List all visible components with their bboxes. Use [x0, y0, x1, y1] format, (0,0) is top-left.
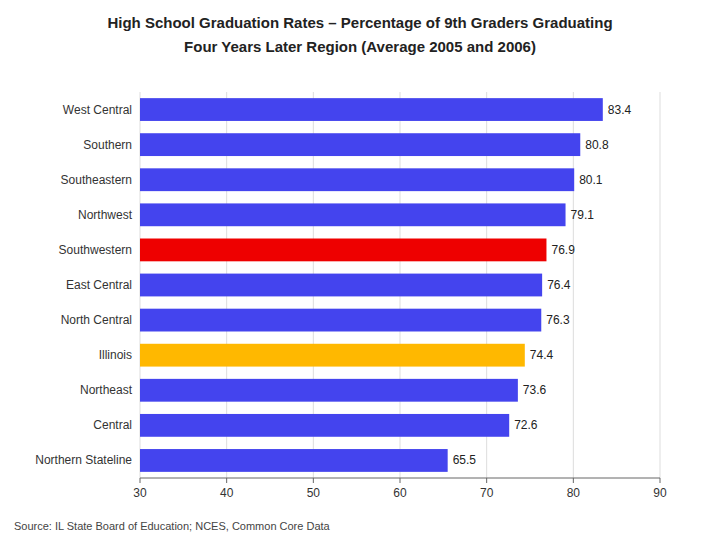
bar	[140, 379, 518, 402]
tick-mark	[486, 478, 487, 483]
tick-mark	[140, 478, 141, 483]
chart-svg: High School Graduation Rates – Percentag…	[0, 0, 720, 540]
tick-mark	[660, 478, 661, 483]
category-label: Northwest	[78, 208, 133, 222]
tick-label: 90	[653, 486, 667, 500]
bars	[140, 98, 603, 472]
tick-label: 40	[220, 486, 234, 500]
bar	[140, 449, 448, 472]
data-label: 80.1	[579, 173, 603, 187]
tick-label: 60	[393, 486, 407, 500]
data-label: 72.6	[514, 418, 538, 432]
data-label: 83.4	[608, 103, 632, 117]
tick-mark	[313, 478, 314, 483]
category-label: Northeast	[80, 383, 133, 397]
category-label: Illinois	[99, 348, 132, 362]
bar	[140, 168, 574, 191]
data-label: 73.6	[523, 383, 547, 397]
data-label: 79.1	[571, 208, 595, 222]
data-label: 65.5	[453, 453, 477, 467]
data-label: 76.4	[547, 278, 571, 292]
bar	[140, 344, 525, 367]
subtitle: Four Years Later Region (Average 2005 an…	[184, 38, 536, 55]
tick-label: 30	[133, 486, 147, 500]
tick-label: 50	[307, 486, 321, 500]
y-axis: West Central Southern Southeastern Northwes…	[35, 103, 132, 468]
bar	[140, 203, 566, 226]
grid-line	[660, 92, 661, 478]
tick-mark	[573, 478, 574, 483]
title: High School Graduation Rates – Percentag…	[107, 14, 612, 31]
category-label: North Central	[61, 313, 132, 327]
source-note: Source: IL State Board of Education; NCE…	[14, 520, 331, 532]
tick-mark	[226, 478, 227, 483]
data-labels: 83.4 80.8 80.1 79.1 76.9 76.4 76.3 74.4 73.6 72.6…	[453, 103, 632, 468]
category-label: Southeastern	[61, 173, 132, 187]
tick-label: 70	[480, 486, 494, 500]
bar	[140, 274, 542, 297]
tick-label: 80	[567, 486, 581, 500]
x-axis-line	[140, 478, 660, 479]
category-label: West Central	[63, 103, 132, 117]
data-label: 76.3	[546, 313, 570, 327]
chart-container: High School Graduation Rates – Percentag…	[0, 0, 720, 540]
category-label: Southwestern	[59, 243, 132, 257]
data-label: 76.9	[551, 243, 575, 257]
data-label: 74.4	[530, 348, 554, 362]
category-label: Northern Stateline	[35, 453, 132, 467]
data-label: 80.8	[585, 138, 609, 152]
category-label: East Central	[66, 278, 132, 292]
bar	[140, 98, 603, 121]
bar	[140, 133, 580, 156]
x-axis: 30 40 50 60 70 80 90	[133, 478, 667, 500]
bar	[140, 239, 546, 262]
category-label: Southern	[83, 138, 132, 152]
background	[0, 0, 720, 540]
bar	[140, 309, 541, 332]
category-label: Central	[93, 418, 132, 432]
bar	[140, 414, 509, 437]
grid	[140, 92, 660, 478]
tick-mark	[400, 478, 401, 483]
